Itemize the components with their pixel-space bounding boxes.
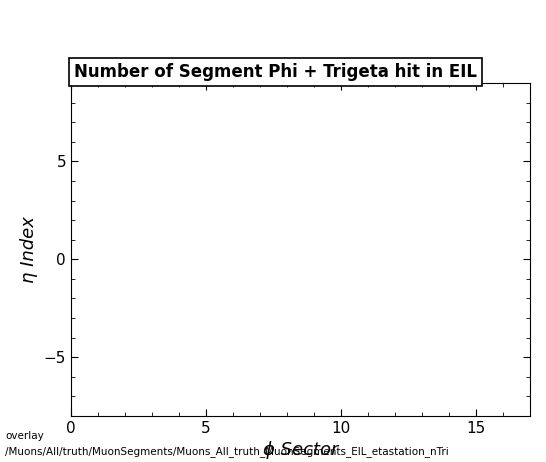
Text: /Muons/All/truth/MuonSegments/Muons_All_truth_MuonSegments_EIL_etastation_nTri: /Muons/All/truth/MuonSegments/Muons_All_… (5, 446, 449, 457)
Text: Number of Segment Phi + Trigeta hit in EIL: Number of Segment Phi + Trigeta hit in E… (74, 63, 477, 81)
Text: overlay: overlay (5, 431, 44, 441)
Y-axis label: η Index: η Index (20, 216, 38, 283)
X-axis label: ϕ Sector: ϕ Sector (263, 441, 338, 459)
